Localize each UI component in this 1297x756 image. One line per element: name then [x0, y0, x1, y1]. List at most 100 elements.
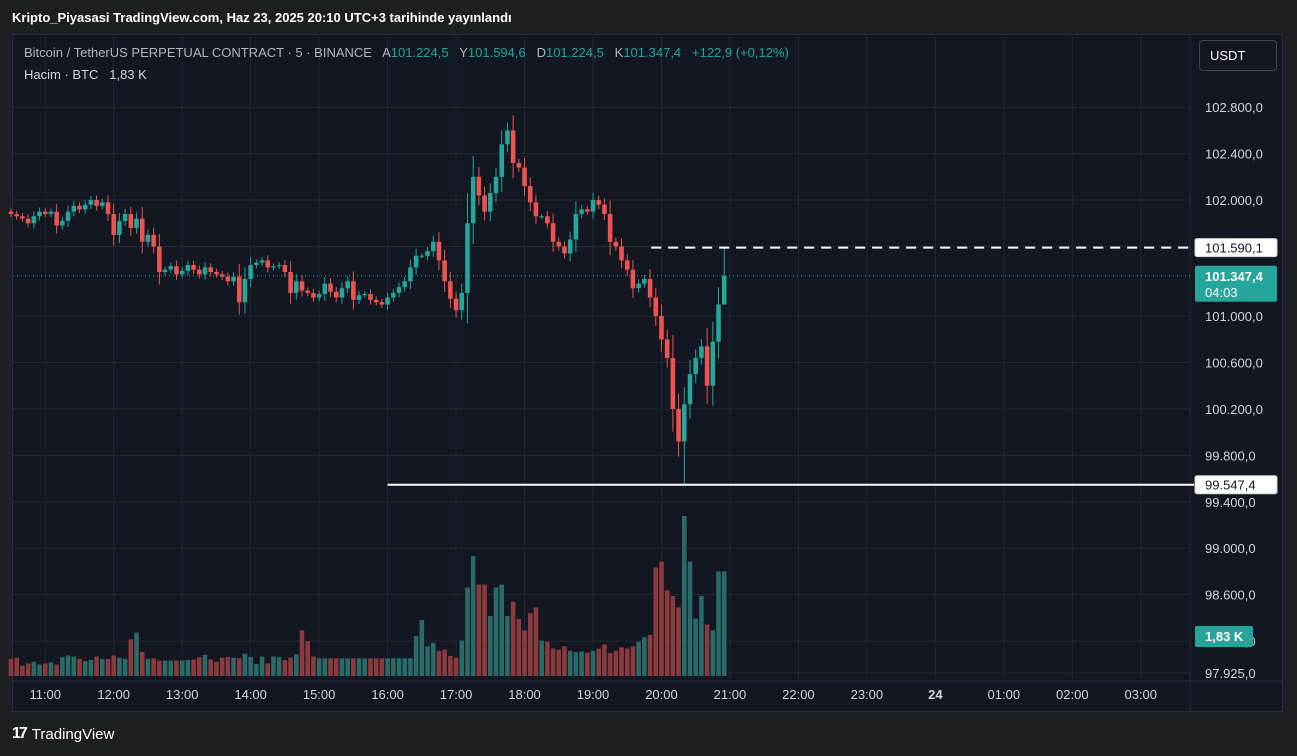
candlesticks: [8, 115, 727, 485]
candle-body: [254, 262, 259, 266]
candle-body: [636, 283, 641, 289]
volume-bar: [351, 658, 356, 676]
candle-body: [282, 265, 288, 273]
candle-body: [60, 220, 65, 226]
candle-body: [128, 213, 134, 228]
candle-body: [259, 260, 265, 263]
price-tick-label: 102.800,0: [1205, 100, 1263, 115]
volume-bar: [128, 639, 134, 676]
volume-bar: [659, 561, 664, 676]
volume-bar: [174, 660, 179, 676]
candle-body: [82, 204, 88, 210]
candle-body: [493, 176, 499, 194]
candle-body: [453, 298, 459, 311]
candle-body: [145, 234, 151, 242]
volume-bar: [225, 657, 231, 676]
time-tick-label: 02:00: [1056, 687, 1089, 702]
candle-body: [368, 294, 373, 300]
candle-body: [619, 246, 624, 261]
candle-body: [516, 162, 522, 168]
volume-bar: [197, 657, 202, 676]
volume-bar: [276, 657, 282, 676]
candle-body: [676, 408, 681, 442]
candle-body: [305, 290, 310, 293]
level-label-box: [1194, 475, 1278, 495]
candle-body: [391, 292, 396, 298]
last-price-label: 101.347,4: [1205, 269, 1264, 284]
candle-body: [527, 186, 533, 203]
volume-bar: [88, 660, 94, 676]
candle-body: [105, 202, 111, 214]
candle-body: [139, 218, 145, 242]
volume-bar: [379, 658, 385, 676]
candle-body: [242, 278, 248, 303]
currency-button[interactable]: USDT: [1199, 40, 1277, 71]
candle-body: [590, 200, 596, 212]
volume-bar: [345, 658, 350, 676]
level-label: 99.547,4: [1205, 478, 1256, 493]
candle-body: [248, 265, 253, 279]
candle-body: [379, 302, 385, 305]
price-tick-label: 102.000,0: [1205, 193, 1263, 208]
volume-bar: [682, 516, 687, 676]
volume-bar: [100, 658, 105, 676]
volume-bar: [157, 660, 162, 676]
price-tick-label: 99.800,0: [1205, 448, 1256, 463]
candle-body: [556, 241, 562, 247]
candle-body: [710, 341, 716, 386]
volume-bar: [94, 656, 99, 676]
volume-bar: [527, 613, 533, 676]
volume-bar: [25, 663, 31, 676]
candle-body: [37, 211, 42, 217]
volume-bar: [516, 618, 522, 676]
volume-bar: [71, 656, 77, 676]
volume-bar: [105, 658, 111, 676]
volume-bar: [670, 596, 676, 676]
candle-body: [545, 216, 550, 224]
candle-body: [299, 281, 305, 291]
volume-bar: [442, 649, 447, 676]
candle-body: [100, 202, 105, 206]
candle-body: [42, 211, 48, 214]
volume-bar: [436, 650, 442, 676]
price-tick-label: 97.925,0: [1205, 666, 1256, 681]
candle-body: [77, 205, 82, 210]
candle-body: [653, 297, 659, 317]
volume-bar: [721, 571, 727, 676]
candle-body: [88, 200, 94, 205]
candle-body: [624, 260, 630, 270]
volume-legend: Hacim · BTC 1,83 K: [24, 67, 147, 82]
candle-body: [328, 283, 333, 292]
volume-bar: [362, 658, 368, 676]
volume-bar: [208, 659, 213, 676]
time-tick-label: 18:00: [508, 687, 541, 702]
candle-body: [642, 278, 647, 284]
volume-bar: [219, 657, 225, 676]
volume-bar: [476, 584, 482, 676]
volume-bar: [545, 641, 550, 676]
volume-bar: [550, 648, 556, 676]
volume-bar: [385, 658, 390, 676]
candle-body: [413, 255, 419, 268]
candle-body: [208, 267, 213, 273]
candle-body: [345, 281, 350, 289]
candle-body: [54, 211, 59, 226]
volume-bar: [20, 665, 25, 676]
volume-bar: [145, 658, 151, 676]
candle-body: [231, 276, 236, 282]
candle-body: [339, 288, 345, 298]
candle-body: [533, 202, 539, 217]
volume-bar: [288, 657, 293, 676]
candle-body: [482, 195, 487, 212]
volume-bar: [299, 630, 305, 676]
candle-body: [596, 200, 601, 205]
volume-bar: [214, 661, 219, 676]
candle-body: [20, 216, 25, 219]
candle-body: [65, 211, 71, 221]
footer-brand-name: TradingView: [31, 725, 115, 743]
candle-body: [442, 260, 447, 282]
volume-bar: [42, 663, 48, 676]
candle-body: [197, 269, 202, 275]
candle-body: [567, 239, 573, 254]
